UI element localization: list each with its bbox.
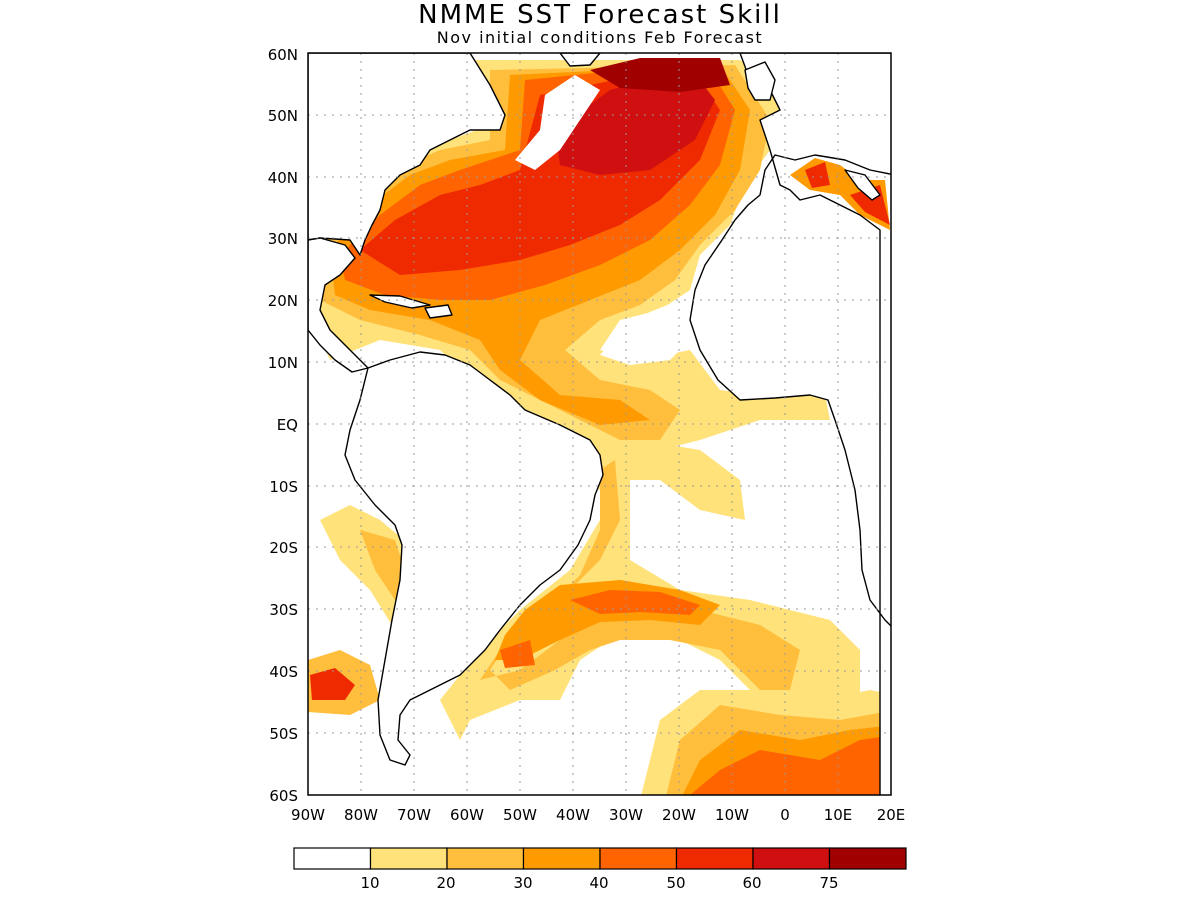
longitude-labels: 90W 80W 70W 60W 50W 40W 30W 20W 10W 0 10… [291,806,905,824]
lon-label: 0 [780,806,790,824]
lat-label: 30N [268,230,298,248]
colorbar-swatch [522,847,601,870]
lat-label: 10N [268,354,298,372]
skill-field-mediterranean-core [805,162,890,225]
central-america-land [308,237,369,373]
colorbar-swatch [675,847,754,870]
colorbar-label: 60 [742,874,761,892]
lat-label: 50N [268,107,298,125]
lat-label: 20N [268,292,298,310]
colorbar-swatch [599,847,678,870]
skill-field-labrador-gap [515,75,600,170]
lat-label: 60S [269,787,298,805]
skill-field-light-orange-south [480,460,800,690]
skill-field-pacific-peru [320,505,410,630]
skill-field-darkest-north [590,58,730,92]
lat-label: 50S [269,725,298,743]
skill-field-west-africa-gap [600,300,690,365]
lat-label: 20S [269,539,298,557]
colorbar-swatch [293,847,372,870]
lon-label: 30W [609,806,643,824]
lon-label: 10W [715,806,749,824]
colorbar-swatch [828,847,907,870]
colorbar-label: 75 [819,874,838,892]
colorbar-swatch [369,847,448,870]
colorbar-swatch [752,847,831,870]
colorbar-label: 50 [666,874,685,892]
colorbar-label: 10 [360,874,379,892]
map-frame [307,52,892,796]
lon-label: 50W [503,806,537,824]
cuba-island [369,294,431,309]
lat-label: EQ [277,416,298,434]
lon-label: 40W [556,806,590,824]
lon-label: 70W [397,806,431,824]
colorbar-label: 20 [436,874,455,892]
lon-label: 60W [450,806,484,824]
map-title: NMME SST Forecast Skill [418,0,782,30]
skill-field-dark-orange-south [500,590,700,668]
lon-label: 90W [291,806,325,824]
lat-label: 60N [268,46,298,64]
colorbar-label: 30 [513,874,532,892]
north-america-land [308,53,506,256]
british-isles [744,61,776,101]
latitude-labels: 60N 50N 40N 30N 20N 10N EQ 10S 20S 30S 4… [268,46,298,805]
hispaniola-island [424,304,453,319]
skill-field-dark-red-north [555,68,715,175]
lat-label: 30S [269,601,298,619]
colorbar-labels: 10 20 30 40 50 60 75 [360,874,838,892]
colorbar-swatch [446,847,525,870]
skill-shading [308,58,891,795]
lat-label: 10S [269,478,298,496]
colorbar-label: 40 [589,874,608,892]
map-subtitle: Nov initial conditions Feb Forecast [436,28,764,47]
skill-field-pacific-south-core [310,668,355,700]
map-gridlines [308,53,891,795]
lon-label: 80W [344,806,378,824]
skill-field-southern-ocean-peak [690,735,891,795]
lon-label: 20W [662,806,696,824]
colorbar [293,847,907,870]
lon-label: 10E [824,806,853,824]
south-america-land [344,351,604,766]
lat-label: 40S [269,663,298,681]
greenland-land [559,53,601,67]
lon-label: 20E [877,806,906,824]
lat-label: 40N [268,169,298,187]
